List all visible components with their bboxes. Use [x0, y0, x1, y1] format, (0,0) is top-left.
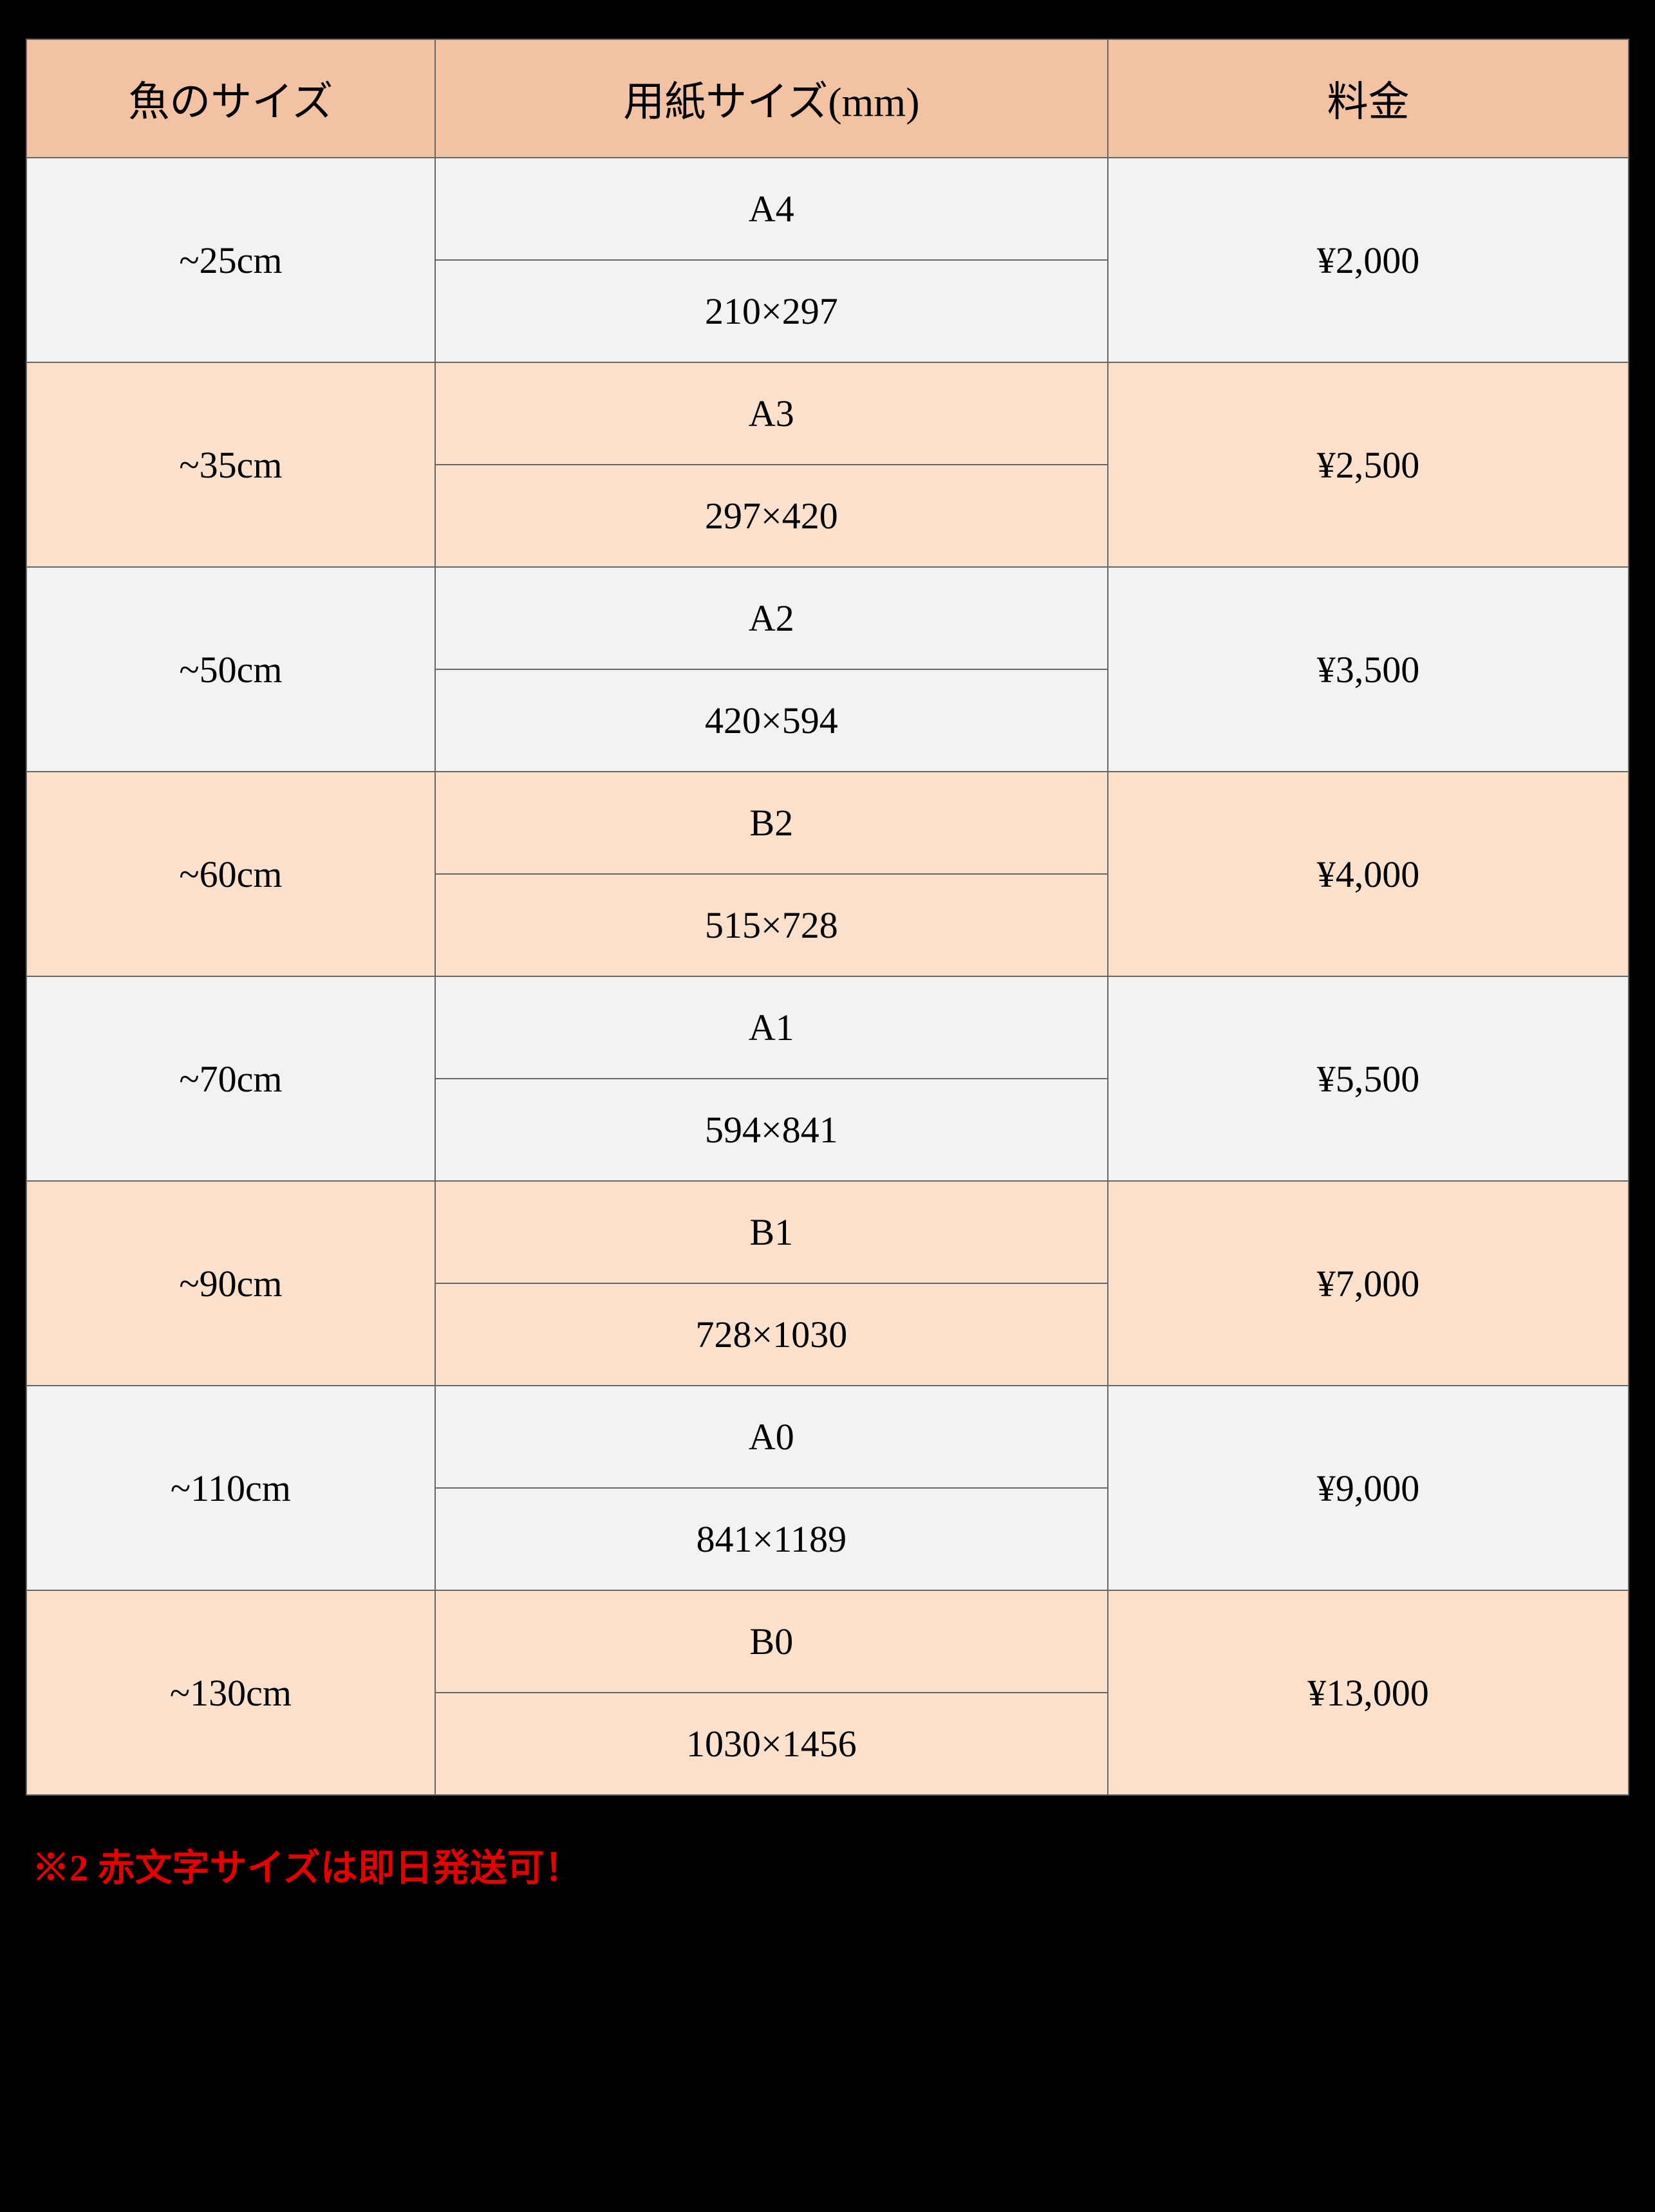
paper-dimension-cell: 728×1030 [435, 1283, 1108, 1386]
paper-dimension-cell: 515×728 [435, 874, 1108, 976]
price-cell: ¥13,000 [1108, 1590, 1629, 1795]
paper-dimension-cell: 1030×1456 [435, 1693, 1108, 1795]
table-row: ~110cmA0¥9,000 [26, 1386, 1629, 1488]
fish-size-cell: ~35cm [26, 362, 435, 567]
col-header-price: 料金 [1108, 39, 1629, 158]
footnote: ※2 赤文字サイズは即日発送可！ [26, 1837, 1629, 1891]
paper-name-cell: A2 [435, 567, 1108, 669]
fish-size-cell: ~110cm [26, 1386, 435, 1590]
fish-size-cell: ~70cm [26, 976, 435, 1181]
table-row: ~130cmB0¥13,000 [26, 1590, 1629, 1693]
fish-size-cell: ~90cm [26, 1181, 435, 1386]
col-header-fish-size: 魚のサイズ [26, 39, 435, 158]
price-cell: ¥9,000 [1108, 1386, 1629, 1590]
price-cell: ¥7,000 [1108, 1181, 1629, 1386]
col-header-paper-size: 用紙サイズ(mm) [435, 39, 1108, 158]
table-row: ~25cmA4¥2,000 [26, 158, 1629, 260]
table-row: ~35cmA3¥2,500 [26, 362, 1629, 465]
paper-dimension-cell: 297×420 [435, 465, 1108, 567]
paper-name-cell: B1 [435, 1181, 1108, 1283]
paper-name-cell: B2 [435, 772, 1108, 874]
table-row: ~50cmA2¥3,500 [26, 567, 1629, 669]
price-cell: ¥3,500 [1108, 567, 1629, 772]
fish-size-cell: ~60cm [26, 772, 435, 976]
paper-dimension-cell: 420×594 [435, 669, 1108, 772]
fish-size-cell: ~50cm [26, 567, 435, 772]
paper-dimension-cell: 841×1189 [435, 1488, 1108, 1590]
table-header-row: 魚のサイズ 用紙サイズ(mm) 料金 [26, 39, 1629, 158]
paper-name-cell: B0 [435, 1590, 1108, 1693]
fish-size-cell: ~25cm [26, 158, 435, 362]
price-cell: ¥5,500 [1108, 976, 1629, 1181]
price-table: 魚のサイズ 用紙サイズ(mm) 料金 ~25cmA4¥2,000210×297~… [26, 39, 1629, 1796]
table-row: ~90cmB1¥7,000 [26, 1181, 1629, 1283]
paper-name-cell: A0 [435, 1386, 1108, 1488]
fish-size-cell: ~130cm [26, 1590, 435, 1795]
price-cell: ¥4,000 [1108, 772, 1629, 976]
paper-name-cell: A3 [435, 362, 1108, 465]
table-row: ~60cmB2¥4,000 [26, 772, 1629, 874]
price-cell: ¥2,000 [1108, 158, 1629, 362]
price-cell: ¥2,500 [1108, 362, 1629, 567]
table-row: ~70cmA1¥5,500 [26, 976, 1629, 1079]
paper-name-cell: A4 [435, 158, 1108, 260]
paper-dimension-cell: 210×297 [435, 260, 1108, 362]
paper-name-cell: A1 [435, 976, 1108, 1079]
paper-dimension-cell: 594×841 [435, 1079, 1108, 1181]
table-body: ~25cmA4¥2,000210×297~35cmA3¥2,500297×420… [26, 158, 1629, 1795]
